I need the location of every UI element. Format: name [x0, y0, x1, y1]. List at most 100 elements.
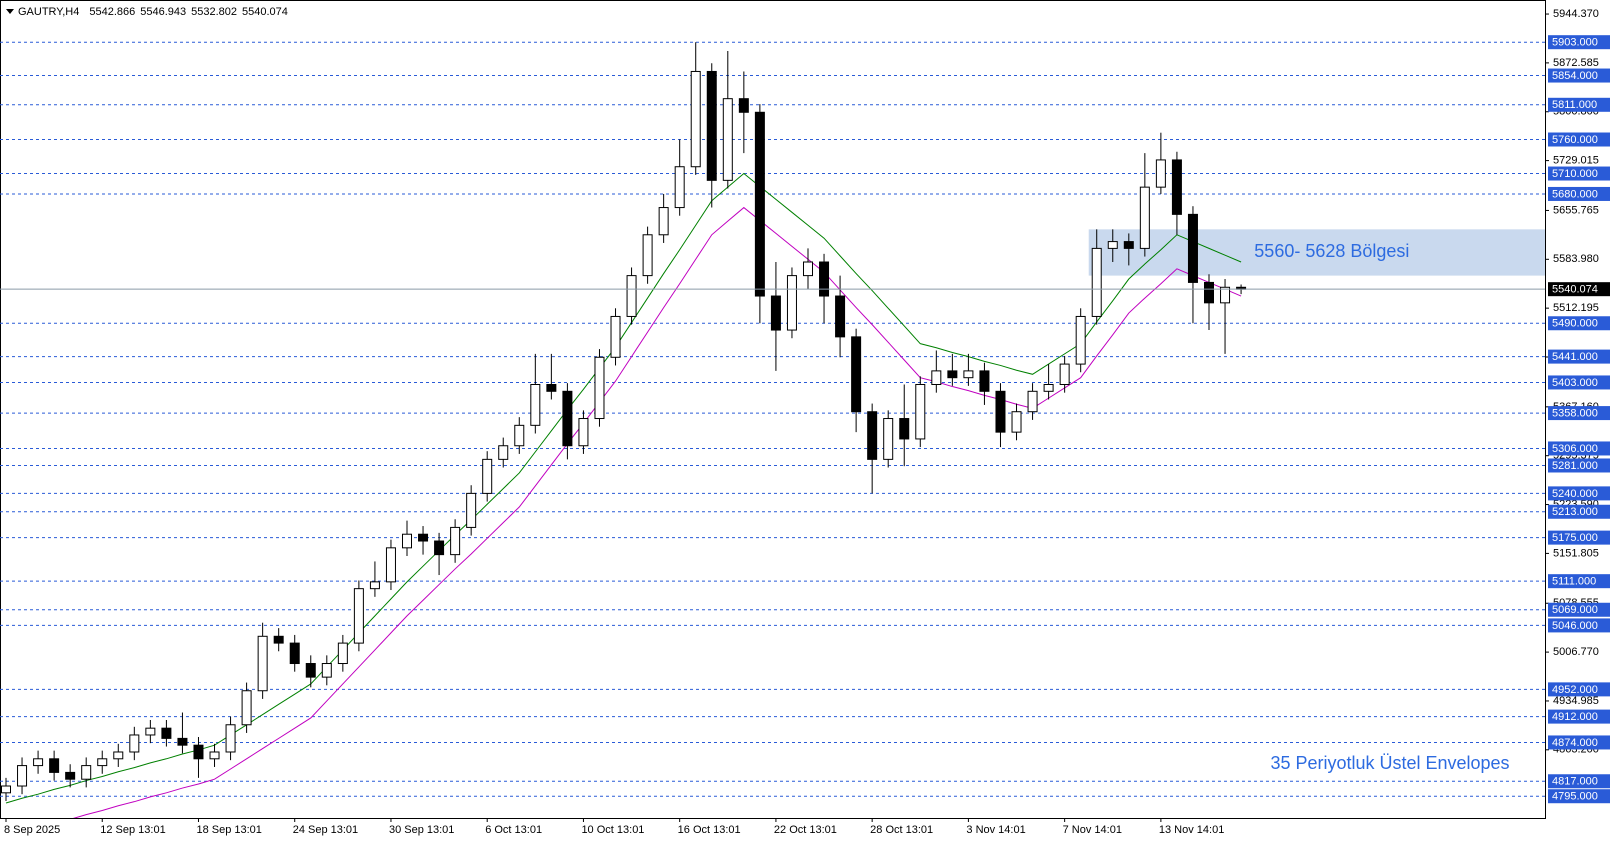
candle-body [241, 690, 252, 726]
candle-body [97, 758, 108, 767]
level-box [1548, 486, 1610, 501]
candle-body [562, 390, 573, 447]
x-tick-label: 18 Sep 13:01 [196, 824, 261, 836]
candle-body [690, 70, 701, 168]
candle-body [81, 765, 92, 780]
level-label: 5240.000 [1552, 488, 1598, 500]
price-label: 5540.074 [1552, 284, 1598, 296]
candle-body [161, 727, 172, 739]
candle-body [1171, 159, 1182, 215]
candle-body [674, 166, 685, 209]
candle-body [1139, 186, 1150, 249]
y-tick-label: 5655.765 [1553, 204, 1599, 216]
candle-body [289, 642, 300, 665]
header: GAUTRY,H4 5542.866 5546.943 5532.802 5540.07… [18, 6, 288, 18]
level-box [1548, 68, 1610, 83]
candle-body [273, 635, 284, 644]
level-box [1548, 458, 1610, 473]
axes: 5944.3705872.5855800.8005729.0155655.765… [4, 8, 1610, 836]
candle-body [963, 370, 974, 379]
candle-body [931, 370, 942, 386]
level-box [1548, 574, 1610, 589]
envelope-upper [5, 172, 1242, 804]
candle-body [530, 384, 541, 426]
candle-body [851, 336, 862, 413]
plot: 5560- 5628 Bölgesi 35 Periyotluk Üstel En… [0, 42, 1545, 818]
zone-label: 5560- 5628 Bölgesi [1254, 241, 1409, 261]
level-label: 5281.000 [1552, 460, 1598, 472]
price-box [1548, 282, 1610, 297]
candle-body [1043, 384, 1054, 392]
candle-body [722, 98, 733, 181]
header-close: 5540.074 [242, 6, 288, 18]
candle-body [257, 635, 268, 692]
candle-body [305, 663, 316, 678]
level-label: 5490.000 [1552, 318, 1598, 330]
candle-body [1011, 411, 1022, 433]
level-label: 5903.000 [1552, 37, 1598, 49]
x-tick-label: 7 Nov 14:01 [1063, 824, 1122, 836]
y-tick-label: 5006.770 [1553, 646, 1599, 658]
candle-body [353, 588, 364, 644]
level-box [1548, 35, 1610, 50]
level-box [1548, 789, 1610, 804]
candle-body [369, 581, 380, 590]
candle-body [321, 663, 332, 678]
candle-body [546, 384, 557, 392]
level-box [1548, 682, 1610, 697]
y-tick-label: 5512.195 [1553, 302, 1599, 314]
y-tick-label: 5944.370 [1553, 8, 1599, 20]
candle-body [786, 275, 797, 331]
level-box [1548, 709, 1610, 724]
level-label: 5710.000 [1552, 168, 1598, 180]
level-label: 5175.000 [1552, 532, 1598, 544]
x-tick-label: 22 Oct 13:01 [774, 824, 837, 836]
candle-body [498, 445, 509, 460]
candle-body [754, 111, 765, 297]
candle-body [434, 540, 445, 556]
candle-body [466, 492, 477, 528]
candle-body [658, 207, 669, 236]
y-tick-label: 5872.585 [1553, 57, 1599, 69]
candle-body [1155, 159, 1166, 188]
candle-body [193, 744, 204, 760]
level-box [1548, 774, 1610, 789]
x-tick-label: 30 Sep 13:01 [389, 824, 454, 836]
annotation: 35 Periyotluk Üstel Envelopes [1270, 753, 1509, 773]
candle-body [385, 547, 396, 583]
candle-body [578, 418, 589, 447]
level-box [1548, 375, 1610, 390]
candle-body [899, 418, 910, 440]
level-label: 4795.000 [1552, 791, 1598, 803]
level-label: 5441.000 [1552, 351, 1598, 363]
level-label: 5111.000 [1552, 576, 1596, 588]
candle-body [514, 424, 525, 447]
candle-body [642, 234, 653, 277]
candle-body [418, 533, 429, 542]
level-box [1548, 166, 1610, 181]
x-tick-label: 12 Sep 13:01 [100, 824, 165, 836]
level-box [1548, 406, 1610, 421]
zone [1088, 229, 1545, 276]
candle-body [49, 758, 60, 773]
level-box [1548, 132, 1610, 147]
level-box [1548, 602, 1610, 617]
level-label: 4817.000 [1552, 776, 1598, 788]
level-label: 5046.000 [1552, 620, 1598, 632]
candle-body [947, 370, 958, 379]
level-label: 5811.000 [1552, 99, 1597, 111]
candle-body [17, 765, 28, 787]
candle-body [867, 411, 878, 460]
candle-body [706, 70, 717, 181]
candle-body [177, 737, 188, 746]
level-box [1548, 349, 1610, 364]
level-box [1548, 618, 1610, 633]
candle-body [209, 751, 220, 760]
candle-body [1, 785, 11, 794]
x-tick-label: 10 Oct 13:01 [581, 824, 644, 836]
level-label: 4952.000 [1552, 684, 1598, 696]
level-box [1548, 504, 1610, 519]
level-label: 5680.000 [1552, 188, 1598, 200]
level-label: 5213.000 [1552, 506, 1598, 518]
candle-body [337, 642, 348, 665]
